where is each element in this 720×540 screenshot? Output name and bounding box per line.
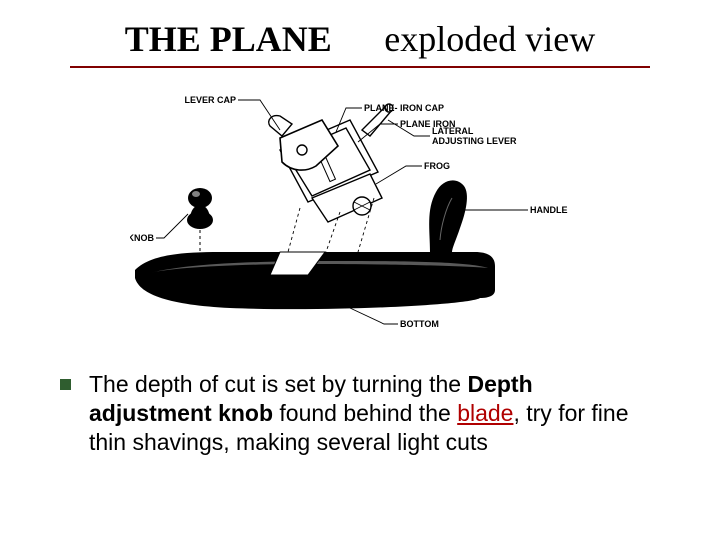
title-main: THE PLANE xyxy=(125,18,332,60)
bullet-seg-blade: blade xyxy=(457,400,513,426)
blade-assembly xyxy=(269,104,393,252)
title-underline xyxy=(70,66,650,68)
label-frog: FROG xyxy=(424,161,450,171)
plane-diagram: LEVER CAP PLANE- IRON CAP PLANE IRON LAT… xyxy=(130,80,590,350)
label-lateral-lever: LATERALADJUSTING LEVER xyxy=(432,126,517,146)
label-handle: HANDLE xyxy=(530,205,568,215)
label-plane-iron-cap: PLANE- IRON CAP xyxy=(364,103,444,113)
bullet-seg-1: The depth of cut is set by turning the xyxy=(89,371,467,397)
label-lever-cap: LEVER CAP xyxy=(184,95,236,105)
bullet-icon xyxy=(60,379,71,390)
bullet-block: The depth of cut is set by turning the D… xyxy=(60,370,660,456)
title-row: THE PLANE exploded view xyxy=(0,18,720,60)
bullet-text: The depth of cut is set by turning the D… xyxy=(89,370,660,456)
rear-handle xyxy=(429,180,467,252)
label-bottom: BOTTOM xyxy=(400,319,439,329)
bullet-item: The depth of cut is set by turning the D… xyxy=(60,370,660,456)
slide: THE PLANE exploded view xyxy=(0,0,720,540)
bullet-seg-3: found behind the xyxy=(273,400,457,426)
plane-diagram-svg: LEVER CAP PLANE- IRON CAP PLANE IRON LAT… xyxy=(130,80,590,350)
label-knob: KNOB xyxy=(130,233,154,243)
title-sub: exploded view xyxy=(384,18,595,60)
front-knob xyxy=(187,188,213,252)
